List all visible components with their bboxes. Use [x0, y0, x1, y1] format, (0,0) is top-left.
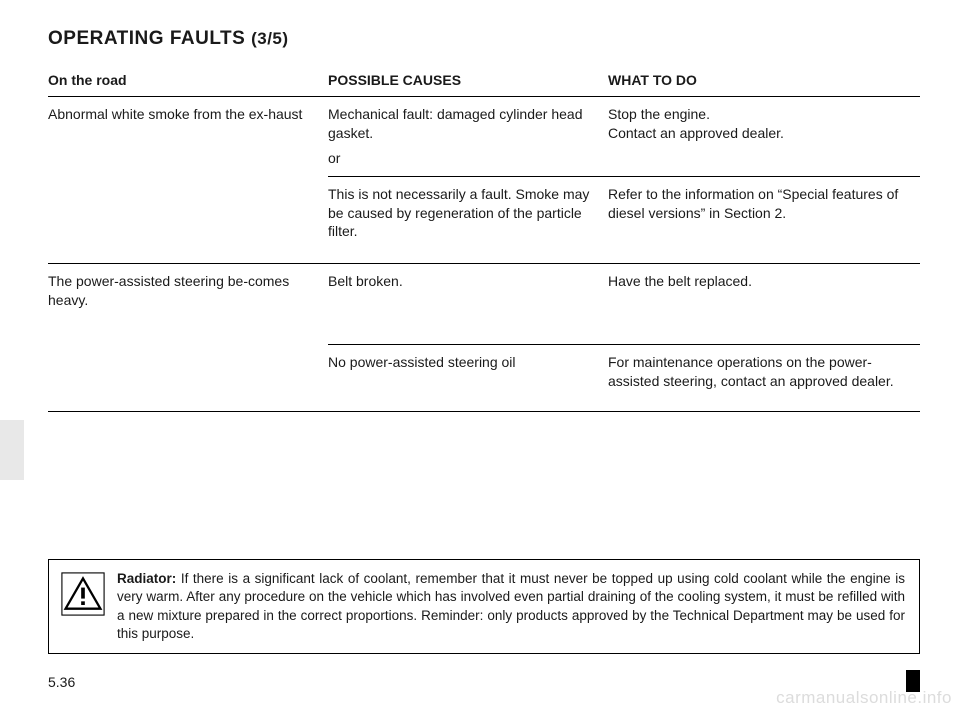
cell-cause: No power-assisted steering oil	[328, 353, 608, 391]
cell-action: Refer to the information on “Special fea…	[608, 185, 920, 242]
divider-partial	[328, 176, 920, 177]
header-col3: WHAT TO DO	[608, 72, 920, 88]
title-pagenum: (3/5)	[251, 29, 288, 48]
header-col1: On the road	[48, 72, 328, 88]
warning-body: If there is a significant lack of coolan…	[117, 571, 905, 641]
table-row: The power-assisted steering be-comes hea…	[48, 272, 920, 310]
warning-text: Radiator: If there is a significant lack…	[117, 570, 905, 643]
divider	[48, 96, 920, 97]
table-header: On the road POSSIBLE CAUSES WHAT TO DO	[48, 72, 920, 88]
table-row: Abnormal white smoke from the ex-haust M…	[48, 105, 920, 168]
header-col2: POSSIBLE CAUSES	[328, 72, 608, 88]
cell-symptom: Abnormal white smoke from the ex-haust	[48, 105, 328, 168]
page-title: OPERATING FAULTS (3/5)	[48, 28, 920, 50]
action-line: Contact an approved dealer.	[608, 124, 920, 143]
warning-box: Radiator: If there is a significant lack…	[48, 559, 920, 654]
cell-empty	[48, 185, 328, 242]
divider	[48, 411, 920, 412]
cell-cause: Mechanical fault: damaged cylinder head …	[328, 105, 608, 168]
table-row: This is not necessarily a fault. Smoke m…	[48, 185, 920, 242]
watermark: carmanualsonline.info	[776, 688, 952, 708]
action-line: Stop the engine.	[608, 105, 920, 124]
cell-cause: Belt broken.	[328, 272, 608, 310]
warning-triangle-icon	[61, 572, 105, 616]
cell-symptom: The power-assisted steering be-comes hea…	[48, 272, 328, 310]
cell-cause: This is not necessarily a fault. Smoke m…	[328, 185, 608, 242]
manual-page: OPERATING FAULTS (3/5) On the road POSSI…	[0, 0, 960, 710]
cause-or: or	[328, 149, 596, 168]
page-number: 5.36	[48, 674, 75, 690]
table-row: No power-assisted steering oil For maint…	[48, 353, 920, 391]
title-main: OPERATING FAULTS	[48, 28, 245, 49]
cell-action: Have the belt replaced.	[608, 272, 920, 310]
cause-text: Mechanical fault: damaged cylinder head …	[328, 105, 596, 143]
divider	[48, 263, 920, 264]
warning-bold: Radiator:	[117, 571, 176, 586]
cell-action: Stop the engine. Contact an approved dea…	[608, 105, 920, 168]
cell-action: For maintenance operations on the power-…	[608, 353, 920, 391]
cell-empty	[48, 353, 328, 391]
divider-partial	[328, 344, 920, 345]
